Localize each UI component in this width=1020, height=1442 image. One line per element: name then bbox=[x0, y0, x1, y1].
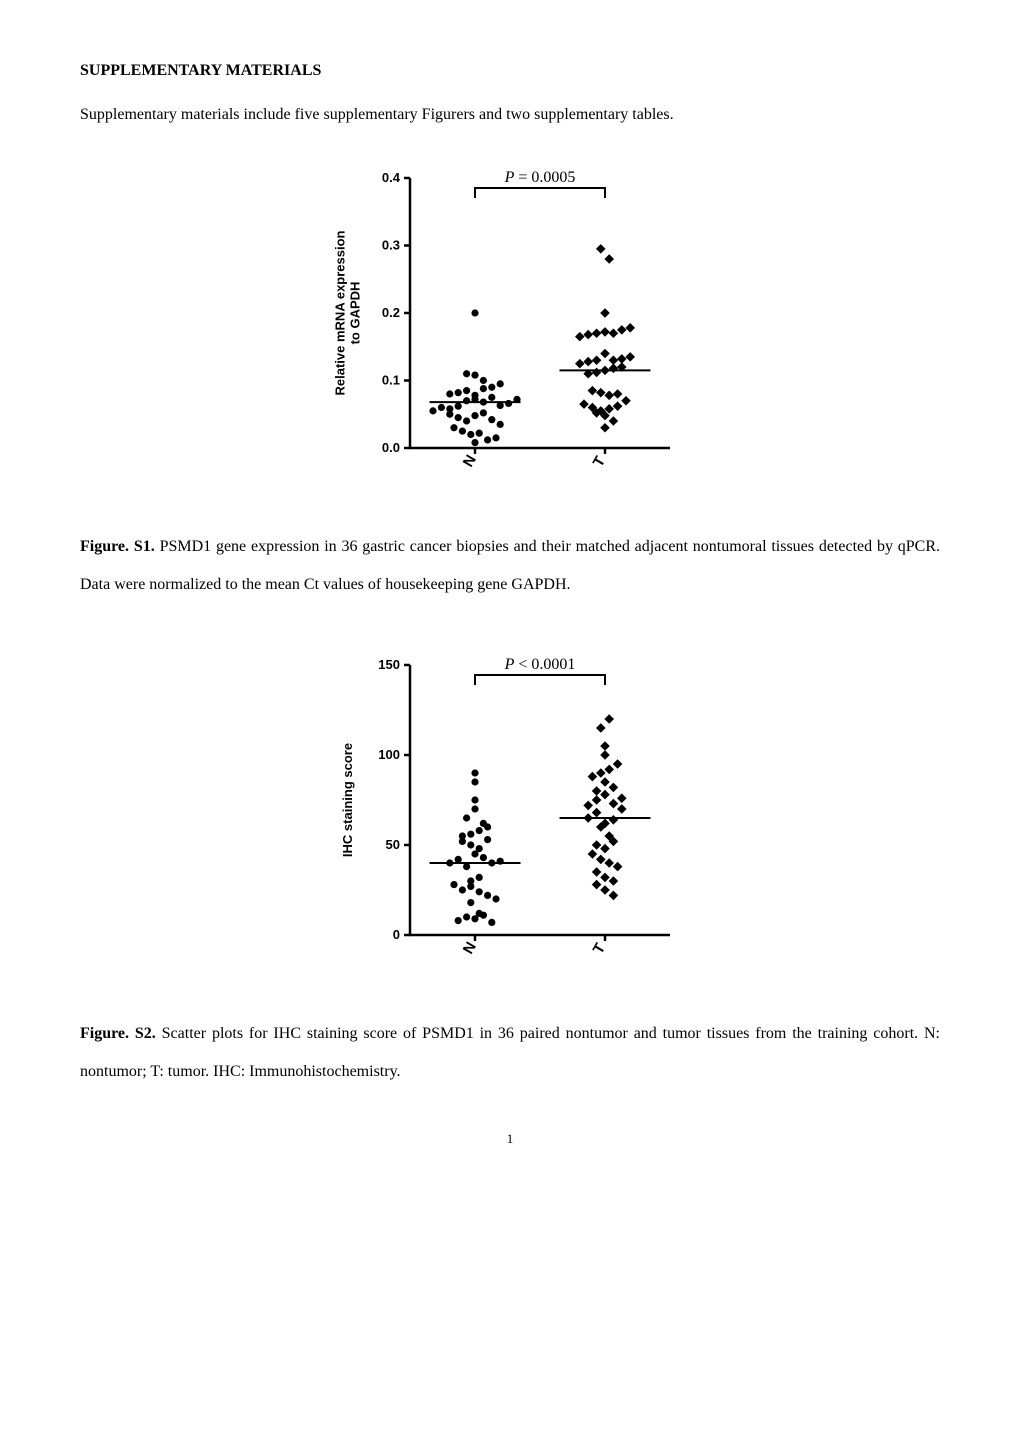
figure-s2-label: Figure. S2. bbox=[80, 1025, 156, 1042]
svg-text:Relative mRNA expression: Relative mRNA expression bbox=[333, 230, 348, 395]
svg-text:P < 0.0001: P < 0.0001 bbox=[504, 656, 576, 673]
svg-text:T: T bbox=[590, 454, 609, 470]
svg-text:P = 0.0005: P = 0.0005 bbox=[504, 169, 576, 186]
svg-text:0.0: 0.0 bbox=[382, 440, 400, 455]
svg-text:N: N bbox=[460, 452, 480, 470]
svg-text:T: T bbox=[590, 940, 609, 956]
svg-text:100: 100 bbox=[378, 747, 400, 762]
svg-text:150: 150 bbox=[378, 657, 400, 672]
svg-text:0.1: 0.1 bbox=[382, 372, 400, 387]
figure-s2-chart: 0 50 100 150 N T IHC staining score P < 0.0001 bbox=[80, 645, 940, 985]
svg-text:to GAPDH: to GAPDH bbox=[348, 282, 363, 345]
page-number: 1 bbox=[80, 1132, 940, 1145]
svg-text:IHC staining score: IHC staining score bbox=[340, 743, 355, 857]
figure-s2-caption: Figure. S2. Scatter plots for IHC staini… bbox=[80, 1015, 940, 1092]
figure-s1-chart: 0.0 0.1 0.2 0.3 0.4 N T Relative mRNA expressio… bbox=[80, 158, 940, 498]
figure-s1-caption-text: PSMD1 gene expression in 36 gastric canc… bbox=[80, 538, 940, 593]
section-heading: SUPPLEMENTARY MATERIALS bbox=[80, 60, 940, 82]
svg-text:N: N bbox=[460, 939, 480, 957]
figure-s2-caption-text: Scatter plots for IHC staining score of … bbox=[80, 1025, 940, 1080]
svg-text:0.2: 0.2 bbox=[382, 305, 400, 320]
figure-s1-caption: Figure. S1. PSMD1 gene expression in 36 … bbox=[80, 528, 940, 605]
svg-text:50: 50 bbox=[386, 837, 400, 852]
svg-text:0: 0 bbox=[393, 927, 400, 942]
figure-s1-label: Figure. S1. bbox=[80, 538, 155, 555]
svg-text:0.4: 0.4 bbox=[382, 170, 401, 185]
intro-text: Supplementary materials include five sup… bbox=[80, 102, 940, 128]
svg-text:0.3: 0.3 bbox=[382, 237, 400, 252]
